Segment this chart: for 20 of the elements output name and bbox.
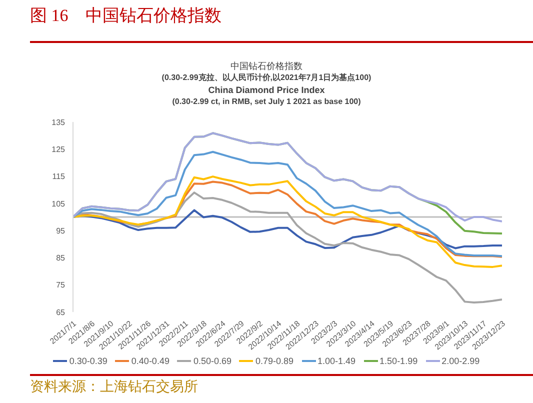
y-tick-label: 105 (52, 199, 66, 208)
y-tick-label: 95 (56, 226, 66, 236)
y-tick-label: 75 (56, 280, 66, 290)
legend-label: 2.00-2.99 (440, 356, 480, 366)
legend-label: 0.50-0.69 (192, 356, 232, 366)
legend-label: 0.30-0.39 (68, 356, 108, 366)
line-series (73, 176, 502, 268)
legend-label: 1.50-1.99 (378, 356, 418, 366)
text: 资料来源：上海钻石交易所 (30, 380, 198, 395)
legend-label: 1.00-1.49 (316, 356, 356, 366)
legend-label: 0.79-0.89 (254, 356, 294, 366)
y-tick-label: 125 (52, 144, 66, 154)
chart-subtitle: 中国钻石价格指数 (0.30-2.99克拉、以人民币计价,以2021年7月1日为基点100) China Diamond Price Index (0.30-2.99 ct, in RMB, set July 1 2021 as base 100) (160, 60, 372, 108)
y-tick-label: 135 (52, 118, 66, 127)
legend-label: 0.40-0.49 (130, 356, 170, 366)
y-tick-label: 85 (56, 254, 66, 263)
y-tick-label: 65 (56, 308, 66, 317)
chart-title: 图 16 中国钻石价格指数 (30, 5, 222, 27)
line-series (73, 150, 502, 258)
y-tick-label: 115 (52, 172, 66, 182)
